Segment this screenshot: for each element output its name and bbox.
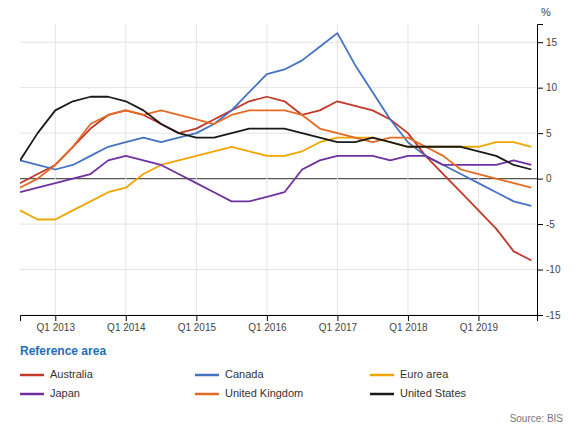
x-axis: Q1 2013 Q1 2014 Q1 2015 Q1 2016 Q1 2017 Q1 20…: [21, 315, 538, 333]
legend-label: Japan: [50, 387, 80, 399]
series-line: [20, 97, 531, 261]
y-tick: -15: [537, 310, 561, 321]
y-tick-mark: [537, 88, 543, 89]
grid-line-x: [407, 24, 408, 315]
y-tick-mark: [537, 270, 543, 271]
x-tick-label: Q1 2013: [37, 322, 76, 333]
x-tick-label: Q1 2017: [319, 322, 358, 333]
y-tick: -10: [537, 264, 561, 275]
y-tick-label: 10: [546, 82, 558, 93]
x-tick-label: Q1 2014: [107, 322, 146, 333]
x-tick-mark: [478, 315, 479, 321]
grid-line-y: [20, 133, 537, 134]
legend-item: Canada: [195, 368, 264, 380]
series-line: [20, 110, 531, 187]
y-tick-mark: [537, 315, 543, 316]
grid-line-y: [20, 224, 537, 225]
y-axis-line: [538, 25, 544, 316]
y-tick: 15: [537, 37, 558, 48]
legend-item: Euro area: [370, 368, 449, 380]
x-tick-label: Q1 2018: [389, 322, 428, 333]
grid-line-x: [337, 24, 338, 315]
x-tick: Q1 2019: [460, 315, 499, 333]
x-tick: Q1 2013: [37, 315, 76, 333]
legend: Reference area Australia Canada Euro area Ja…: [20, 344, 467, 399]
y-tick-mark: [537, 179, 543, 180]
series-line: [20, 33, 531, 206]
y-axis: -15 -10 -5 0 5 10 15: [537, 25, 561, 321]
grid-line-y: [20, 269, 537, 270]
y-tick-label: -5: [546, 219, 555, 230]
legend-label: United States: [400, 387, 467, 399]
legend-title: Reference area: [20, 344, 106, 358]
x-tick-mark: [55, 315, 56, 321]
y-tick-label: -10: [546, 264, 561, 275]
y-tick-label: 15: [546, 37, 558, 48]
x-tick-mark: [267, 315, 268, 321]
x-tick-label: Q1 2015: [178, 322, 217, 333]
y-tick-label: 0: [546, 173, 552, 184]
y-tick-mark: [537, 224, 543, 225]
y-axis-label: %: [541, 6, 551, 18]
legend-swatch: [195, 393, 219, 396]
x-tick-label: Q1 2019: [460, 322, 499, 333]
x-tick-mark: [126, 315, 127, 321]
legend-swatch: [370, 393, 394, 396]
x-tick-mark: [408, 315, 409, 321]
legend-label: United Kingdom: [225, 387, 303, 399]
x-axis-line: [21, 316, 538, 322]
series-line: [20, 97, 531, 170]
legend-item: Japan: [20, 387, 80, 399]
x-tick-label: Q1 2016: [248, 322, 287, 333]
legend-label: Australia: [50, 368, 94, 380]
x-tick-mark: [337, 315, 338, 321]
y-tick: -5: [537, 219, 555, 230]
zero-line: [20, 178, 537, 179]
grid-line-x: [478, 24, 479, 315]
grid-line-y: [20, 87, 537, 88]
legend-swatch: [370, 374, 394, 377]
x-tick-mark: [196, 315, 197, 321]
legend-swatch: [20, 393, 44, 396]
legend-item: United States: [370, 387, 467, 399]
chart: Q1 2013 Q1 2014 Q1 2015 Q1 2016 Q1 2017 Q1 20…: [0, 0, 575, 430]
x-tick: Q1 2017: [319, 315, 358, 333]
legend-item: Australia: [20, 368, 94, 380]
y-tick-label: -15: [546, 310, 561, 321]
y-tick: 0: [537, 173, 552, 184]
legend-item: United Kingdom: [195, 387, 303, 399]
legend-swatch: [195, 374, 219, 377]
plot-area: Q1 2013 Q1 2014 Q1 2015 Q1 2016 Q1 2017 Q1 20…: [20, 6, 561, 333]
legend-label: Euro area: [400, 368, 449, 380]
grid-line-x: [196, 24, 197, 315]
y-tick: 10: [537, 82, 558, 93]
source: Source: BIS: [510, 413, 564, 424]
y-tick-mark: [537, 133, 543, 134]
series-line: [20, 156, 531, 201]
x-tick: Q1 2014: [107, 315, 146, 333]
series-line: [20, 138, 531, 220]
grid-line-x: [125, 24, 126, 315]
grid-line-y: [20, 42, 537, 43]
y-tick: 5: [537, 128, 552, 139]
grid-line-x: [266, 24, 267, 315]
lines: [20, 33, 531, 260]
y-tick-mark: [537, 42, 543, 43]
grid: [20, 24, 537, 315]
legend-label: Canada: [225, 368, 264, 380]
x-tick: Q1 2016: [248, 315, 287, 333]
y-tick-label: 5: [546, 128, 552, 139]
x-tick: Q1 2015: [178, 315, 217, 333]
x-tick: Q1 2018: [389, 315, 428, 333]
legend-swatch: [20, 374, 44, 377]
